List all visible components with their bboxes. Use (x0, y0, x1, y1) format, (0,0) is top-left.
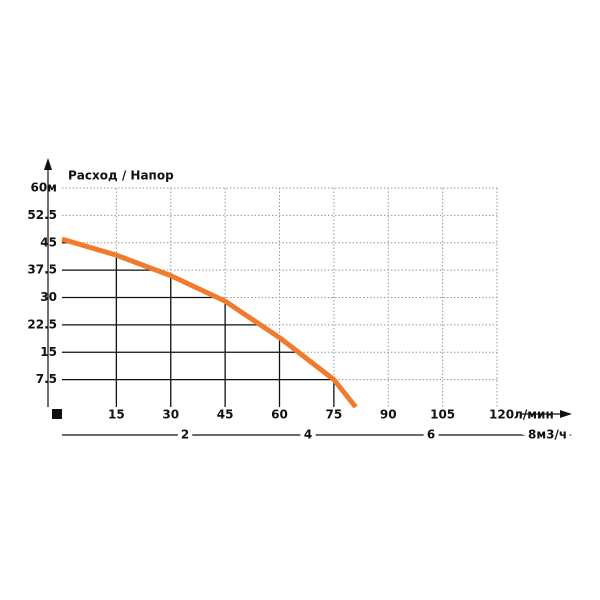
y-tick-label: 22.5 (27, 317, 57, 331)
x2-tick-label: 4 (304, 428, 312, 442)
y-tick-label: 30 (40, 290, 57, 304)
line (61, 236, 358, 409)
x2-tick-label: 8м3/ч (528, 428, 567, 442)
x-tick-label: 120л/мин (489, 408, 554, 422)
y-tick-label: 7.5 (36, 372, 57, 386)
origin-marker (52, 409, 62, 419)
y-axis-arrow (44, 158, 52, 170)
x-tick-label: 105 (430, 408, 455, 422)
x-tick-label: 60 (271, 408, 288, 422)
x-tick-label: 90 (380, 408, 397, 422)
x-tick-label: 15 (108, 408, 125, 422)
x-tick-label: 30 (162, 408, 179, 422)
y-tick-label: 37.5 (27, 263, 57, 277)
x2-axis-arrow (560, 431, 572, 439)
y-tick-label: 52.5 (27, 208, 57, 222)
y-tick-label: 15 (40, 345, 57, 359)
x-tick-label: 75 (326, 408, 343, 422)
x-tick-label: 45 (217, 408, 234, 422)
y-tick-label: 45 (40, 235, 57, 249)
chart-title: Расход / Напор (68, 169, 174, 183)
x2-tick-label: 2 (181, 428, 189, 442)
y-tick-label: 60м (30, 181, 57, 195)
x2-tick-label: 6 (427, 428, 435, 442)
x-axis-arrow (560, 410, 572, 418)
